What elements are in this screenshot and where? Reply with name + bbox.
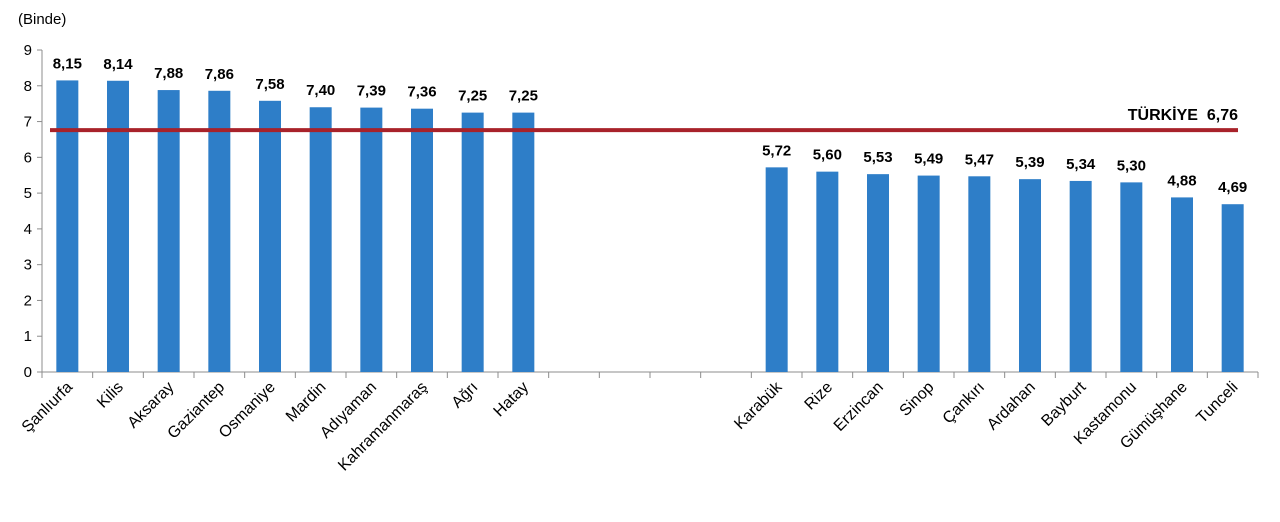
bar <box>309 107 332 372</box>
y-tick-label: 2 <box>24 292 32 309</box>
category-label: Aksaray <box>125 379 178 432</box>
y-tick-label: 1 <box>24 328 32 345</box>
bar <box>867 174 889 372</box>
bar-value-label: 7,86 <box>205 66 234 83</box>
turkiye-reference-label: TÜRKİYE 6,76 <box>1128 105 1238 124</box>
y-tick-label: 3 <box>24 257 32 274</box>
bar <box>1069 180 1092 372</box>
category-label: Çankırı <box>940 379 988 427</box>
bar <box>765 167 788 372</box>
category-label: Tunceli <box>1193 379 1241 427</box>
bar-value-label: 5,34 <box>1066 156 1096 173</box>
bar-value-label: 5,30 <box>1117 157 1146 174</box>
category-label: Bayburt <box>1038 378 1089 429</box>
bar <box>917 175 940 372</box>
bars <box>56 80 1244 373</box>
category-label: Mardin <box>283 379 330 426</box>
category-label: Sinop <box>897 379 938 420</box>
bar-value-label: 8,14 <box>103 56 133 73</box>
bar-value-label: 7,36 <box>407 84 436 101</box>
bar-value-label: 7,25 <box>509 88 538 105</box>
category-label: Hatay <box>491 379 533 421</box>
y-tick-label: 9 <box>24 42 32 59</box>
y-tick-label: 8 <box>24 78 32 95</box>
bar <box>1019 179 1041 372</box>
bar-value-label: 4,69 <box>1218 179 1247 196</box>
bar <box>56 80 79 373</box>
category-label: Kahramanmaraş <box>335 379 431 475</box>
y-tick-label: 7 <box>24 114 32 131</box>
y-tick-label: 0 <box>24 364 32 381</box>
y-tick-label: 6 <box>24 149 32 166</box>
bar-value-label: 5,39 <box>1015 154 1044 171</box>
unit-label: (Binde) <box>18 11 66 28</box>
y-axis-ticks: 0 1 2 3 4 5 6 7 8 9 <box>24 42 42 381</box>
y-tick-label: 4 <box>24 221 32 238</box>
category-label: Erzincan <box>831 379 887 435</box>
bar <box>259 100 281 372</box>
category-label: Ağrı <box>449 379 482 412</box>
axes <box>41 50 1259 378</box>
bar-value-label: 5,53 <box>863 149 892 166</box>
bar-value-label: 5,72 <box>762 142 791 159</box>
bar-value-label: 8,15 <box>53 55 82 72</box>
category-label: Rize <box>802 379 837 414</box>
bar-value-label: 7,58 <box>255 76 284 93</box>
bar <box>107 80 129 372</box>
category-label: Şanlıurfa <box>19 379 76 436</box>
bar <box>157 90 180 373</box>
bar-value-label: 7,39 <box>357 83 386 100</box>
bar <box>816 171 839 372</box>
bar-value-label: 7,25 <box>458 88 487 105</box>
bar <box>1120 182 1143 372</box>
bar-value-label: 5,60 <box>813 147 842 164</box>
bar <box>360 107 383 372</box>
bar <box>411 108 433 373</box>
category-label: Karabük <box>731 378 786 433</box>
bar-value-label: 5,47 <box>965 151 994 168</box>
bar <box>1221 204 1244 372</box>
bar-value-label: 5,49 <box>914 151 943 168</box>
bar <box>461 112 484 372</box>
bar-value-label: 7,88 <box>154 65 183 82</box>
category-label: Kilis <box>94 379 127 412</box>
bar <box>512 112 535 372</box>
bar-value-label: 4,88 <box>1167 172 1196 189</box>
value-labels: 8,15 8,14 7,88 7,86 7,58 7,40 7,39 7,36 7,25 7,25… <box>53 55 1248 196</box>
bar-value-label: 7,40 <box>306 82 335 99</box>
y-tick-label: 5 <box>24 185 32 202</box>
bar <box>968 176 991 372</box>
bar <box>1171 197 1193 372</box>
category-label: Ardahan <box>984 379 1039 434</box>
bar <box>208 90 231 372</box>
